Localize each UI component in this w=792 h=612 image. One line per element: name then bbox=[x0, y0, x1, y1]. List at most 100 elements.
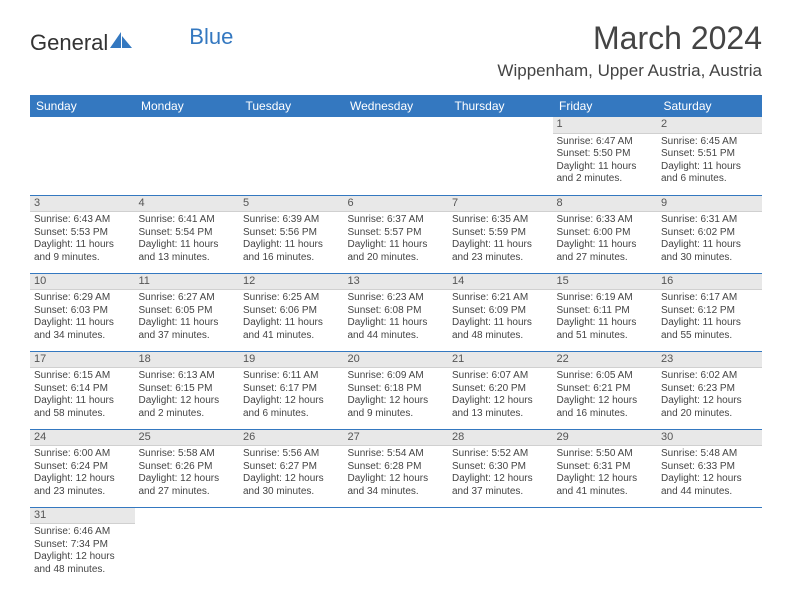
calendar-day-cell: 2Sunrise: 6:45 AMSunset: 5:51 PMDaylight… bbox=[657, 117, 762, 195]
day-number: 23 bbox=[657, 352, 762, 369]
calendar-week-row: 17Sunrise: 6:15 AMSunset: 6:14 PMDayligh… bbox=[30, 351, 762, 429]
location: Wippenham, Upper Austria, Austria bbox=[497, 61, 762, 81]
sunset-text: Sunset: 5:54 PM bbox=[139, 227, 236, 240]
daylight-line2: and 55 minutes. bbox=[661, 330, 758, 343]
sunset-text: Sunset: 5:53 PM bbox=[34, 227, 131, 240]
sunrise-text: Sunrise: 6:25 AM bbox=[243, 292, 340, 305]
sunrise-text: Sunrise: 6:11 AM bbox=[243, 370, 340, 383]
day-number: 24 bbox=[30, 430, 135, 447]
sunrise-text: Sunrise: 5:48 AM bbox=[661, 448, 758, 461]
daylight-line2: and 48 minutes. bbox=[34, 564, 131, 577]
day-body: Sunrise: 5:58 AMSunset: 6:26 PMDaylight:… bbox=[135, 446, 240, 500]
day-body: Sunrise: 6:25 AMSunset: 6:06 PMDaylight:… bbox=[239, 290, 344, 344]
sunrise-text: Sunrise: 5:54 AM bbox=[348, 448, 445, 461]
calendar-empty-cell bbox=[657, 507, 762, 585]
day-number: 7 bbox=[448, 196, 553, 213]
sunrise-text: Sunrise: 5:50 AM bbox=[557, 448, 654, 461]
sunset-text: Sunset: 6:31 PM bbox=[557, 461, 654, 474]
sunset-text: Sunset: 6:09 PM bbox=[452, 305, 549, 318]
calendar-day-cell: 21Sunrise: 6:07 AMSunset: 6:20 PMDayligh… bbox=[448, 351, 553, 429]
daylight-line1: Daylight: 11 hours bbox=[557, 161, 654, 174]
day-number: 12 bbox=[239, 274, 344, 291]
sunrise-text: Sunrise: 6:15 AM bbox=[34, 370, 131, 383]
calendar-week-row: 24Sunrise: 6:00 AMSunset: 6:24 PM Dayligh… bbox=[30, 429, 762, 507]
sunrise-text: Sunrise: 6:33 AM bbox=[557, 214, 654, 227]
sunrise-text: Sunrise: 6:27 AM bbox=[139, 292, 236, 305]
sunrise-text: Sunrise: 6:19 AM bbox=[557, 292, 654, 305]
weekday-header: Wednesday bbox=[344, 95, 449, 117]
calendar-day-cell: 20Sunrise: 6:09 AMSunset: 6:18 PMDayligh… bbox=[344, 351, 449, 429]
calendar-day-cell: 22Sunrise: 6:05 AMSunset: 6:21 PMDayligh… bbox=[553, 351, 658, 429]
sunset-text: Sunset: 6:27 PM bbox=[243, 461, 340, 474]
header: General Blue March 2024 Wippenham, Upper… bbox=[0, 0, 792, 89]
day-body: Sunrise: 6:05 AMSunset: 6:21 PMDaylight:… bbox=[553, 368, 658, 422]
daylight-line1: Daylight: 12 hours bbox=[243, 395, 340, 408]
calendar-day-cell: 26Sunrise: 5:56 AMSunset: 6:27 PMDayligh… bbox=[239, 429, 344, 507]
day-number: 5 bbox=[239, 196, 344, 213]
calendar-day-cell: 9Sunrise: 6:31 AMSunset: 6:02 PMDaylight… bbox=[657, 195, 762, 273]
daylight-line1: Daylight: 12 hours bbox=[348, 395, 445, 408]
daylight-line1: Daylight: 11 hours bbox=[557, 317, 654, 330]
sunrise-text: Sunrise: 6:29 AM bbox=[34, 292, 131, 305]
sunrise-text: Sunrise: 5:58 AM bbox=[139, 448, 236, 461]
day-number: 29 bbox=[553, 430, 658, 447]
daylight-line2: and 27 minutes. bbox=[139, 486, 236, 499]
calendar-empty-cell bbox=[344, 507, 449, 585]
weekday-header: Tuesday bbox=[239, 95, 344, 117]
day-number: 15 bbox=[553, 274, 658, 291]
sunrise-text: Sunrise: 6:21 AM bbox=[452, 292, 549, 305]
day-number: 25 bbox=[135, 430, 240, 447]
daylight-line2: and 41 minutes. bbox=[557, 486, 654, 499]
daylight-line2: and 16 minutes. bbox=[557, 408, 654, 421]
sunrise-text: Sunrise: 6:37 AM bbox=[348, 214, 445, 227]
calendar-table: SundayMondayTuesdayWednesdayThursdayFrid… bbox=[30, 95, 762, 585]
day-number: 3 bbox=[30, 196, 135, 213]
sunset-text: Sunset: 5:57 PM bbox=[348, 227, 445, 240]
calendar-day-cell: 3Sunrise: 6:43 AMSunset: 5:53 PMDaylight… bbox=[30, 195, 135, 273]
daylight-line1: Daylight: 12 hours bbox=[452, 473, 549, 486]
calendar-day-cell: 30Sunrise: 5:48 AMSunset: 6:33 PMDayligh… bbox=[657, 429, 762, 507]
daylight-line1: Daylight: 11 hours bbox=[243, 317, 340, 330]
calendar-day-cell: 17Sunrise: 6:15 AMSunset: 6:14 PMDayligh… bbox=[30, 351, 135, 429]
calendar-day-cell: 28Sunrise: 5:52 AMSunset: 6:30 PMDayligh… bbox=[448, 429, 553, 507]
sunset-text: Sunset: 6:05 PM bbox=[139, 305, 236, 318]
daylight-line1: Daylight: 11 hours bbox=[243, 239, 340, 252]
sunset-text: Sunset: 6:23 PM bbox=[661, 383, 758, 396]
logo-text-1: General bbox=[30, 30, 108, 56]
daylight-line1: Daylight: 12 hours bbox=[661, 395, 758, 408]
daylight-line2: and 13 minutes. bbox=[452, 408, 549, 421]
daylight-line2: and 58 minutes. bbox=[34, 408, 131, 421]
daylight-line1: Daylight: 12 hours bbox=[557, 473, 654, 486]
day-number: 28 bbox=[448, 430, 553, 447]
daylight-line2: and 34 minutes. bbox=[34, 330, 131, 343]
calendar-day-cell: 6Sunrise: 6:37 AMSunset: 5:57 PMDaylight… bbox=[344, 195, 449, 273]
calendar-day-cell: 7Sunrise: 6:35 AMSunset: 5:59 PMDaylight… bbox=[448, 195, 553, 273]
calendar-empty-cell bbox=[30, 117, 135, 195]
day-number: 4 bbox=[135, 196, 240, 213]
day-body: Sunrise: 5:48 AMSunset: 6:33 PMDaylight:… bbox=[657, 446, 762, 500]
calendar-week-row: 10Sunrise: 6:29 AMSunset: 6:03 PMDayligh… bbox=[30, 273, 762, 351]
sunset-text: Sunset: 6:08 PM bbox=[348, 305, 445, 318]
calendar-day-cell: 23Sunrise: 6:02 AMSunset: 6:23 PMDayligh… bbox=[657, 351, 762, 429]
day-number: 18 bbox=[135, 352, 240, 369]
daylight-line2: and 37 minutes. bbox=[452, 486, 549, 499]
day-number: 22 bbox=[553, 352, 658, 369]
sunset-text: Sunset: 7:34 PM bbox=[34, 539, 131, 552]
calendar-day-cell: 15Sunrise: 6:19 AMSunset: 6:11 PMDayligh… bbox=[553, 273, 658, 351]
day-number: 21 bbox=[448, 352, 553, 369]
calendar-day-cell: 10Sunrise: 6:29 AMSunset: 6:03 PMDayligh… bbox=[30, 273, 135, 351]
daylight-line2: and 9 minutes. bbox=[34, 252, 131, 265]
sunset-text: Sunset: 6:24 PM bbox=[34, 461, 131, 474]
calendar-empty-cell bbox=[135, 507, 240, 585]
sunset-text: Sunset: 6:12 PM bbox=[661, 305, 758, 318]
calendar-week-row: 31Sunrise: 6:46 AMSunset: 7:34 PMDayligh… bbox=[30, 507, 762, 585]
daylight-line1: Daylight: 11 hours bbox=[452, 239, 549, 252]
sunset-text: Sunset: 6:03 PM bbox=[34, 305, 131, 318]
weekday-header: Friday bbox=[553, 95, 658, 117]
sunrise-text: Sunrise: 6:00 AM bbox=[34, 448, 131, 461]
sunset-text: Sunset: 6:06 PM bbox=[243, 305, 340, 318]
logo-sail-icon bbox=[110, 30, 132, 56]
weekday-header: Sunday bbox=[30, 95, 135, 117]
daylight-line2: and 20 minutes. bbox=[348, 252, 445, 265]
daylight-line1: Daylight: 11 hours bbox=[452, 317, 549, 330]
